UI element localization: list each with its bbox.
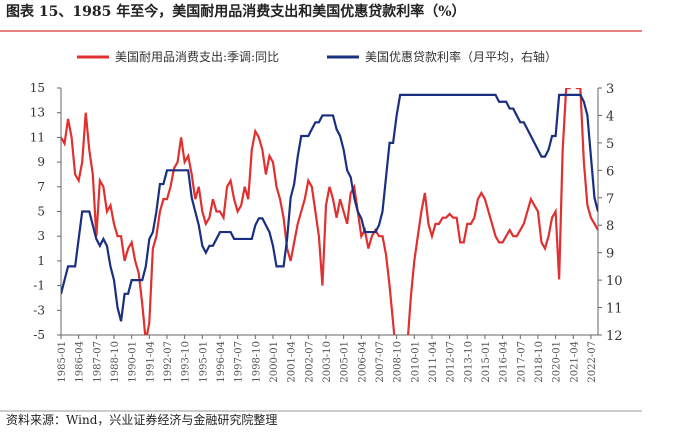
x-tick-label: 1990-01	[128, 341, 139, 383]
x-tick-label: 1998-10	[251, 341, 262, 383]
x-tick-label: 1997-07	[234, 341, 245, 383]
x-tick-label: 2003-10	[322, 341, 333, 383]
x-tick-label: 2000-01	[269, 341, 280, 383]
y-tick-label: -5	[33, 328, 45, 342]
series-line	[61, 93, 598, 322]
legend-label: 美国耐用品消费支出:季调:同比	[115, 50, 279, 64]
x-tick-label: 2011-04	[428, 341, 439, 383]
y-tick-label: 3	[37, 229, 45, 243]
x-tick-label: 2001-04	[287, 341, 298, 383]
y-tick-label: -1	[33, 279, 45, 293]
series-line	[61, 88, 598, 335]
x-tick-label: 2018-10	[534, 341, 545, 383]
y-tick-label: 5	[37, 205, 45, 219]
x-tick-label: 2007-07	[375, 341, 386, 383]
x-tick-label: 2022-07	[587, 341, 598, 383]
x-tick-label: 2020-01	[552, 341, 563, 383]
x-tick-label: 2005-01	[340, 341, 351, 383]
x-tick-label: 1995-01	[198, 341, 209, 383]
y2-tick-label: 10	[606, 274, 623, 289]
x-tick-label: 2002-07	[304, 341, 315, 383]
x-tick-label: 2012-07	[446, 341, 457, 383]
x-tick-label: 1988-10	[110, 341, 121, 383]
legend-label: 美国优惠贷款利率（月平均，右轴）	[365, 49, 557, 64]
y2-tick-label: 9	[606, 247, 614, 262]
y-tick-label: 15	[30, 81, 45, 95]
x-tick-label: 2006-04	[357, 341, 368, 383]
y2-tick-label: 4	[606, 109, 614, 124]
y-tick-label: -3	[33, 303, 45, 317]
x-tick-label: 1987-07	[92, 341, 103, 383]
x-tick-label: 2013-10	[463, 341, 474, 383]
x-tick-label: 2015-01	[481, 341, 492, 383]
x-tick-label: 2008-10	[393, 341, 404, 383]
x-tick-label: 1986-04	[75, 341, 86, 383]
y-tick-label: 1	[37, 254, 45, 268]
y-tick-label: 9	[37, 155, 45, 169]
y2-tick-label: 3	[606, 82, 614, 97]
x-tick-label: 1993-10	[181, 341, 192, 383]
y2-tick-label: 12	[606, 329, 623, 344]
y2-tick-label: 11	[606, 302, 623, 317]
y-tick-label: 11	[30, 130, 45, 144]
y-tick-label: 13	[30, 106, 45, 120]
source-note: 资料来源：Wind，兴业证券经济与金融研究院整理	[6, 412, 277, 427]
x-tick-label: 1991-04	[145, 341, 156, 383]
x-tick-label: 2010-01	[410, 341, 421, 383]
y2-tick-label: 7	[606, 192, 614, 207]
y2-tick-label: 8	[606, 219, 614, 234]
x-tick-label: 1985-01	[57, 341, 68, 383]
x-tick-label: 2021-04	[569, 341, 580, 383]
y2-tick-label: 6	[606, 164, 614, 179]
x-tick-label: 1992-07	[163, 341, 174, 383]
chart-title: 图表 15、1985 年至今，美国耐用品消费支出和美国优惠贷款利率（%）	[6, 3, 466, 20]
x-tick-label: 1996-04	[216, 341, 227, 383]
x-tick-label: 2017-07	[516, 341, 527, 383]
legend: 美国耐用品消费支出:季调:同比 美国优惠贷款利率（月平均，右轴）	[77, 49, 557, 64]
y2-tick-label: 5	[606, 137, 614, 152]
y-tick-label: 7	[37, 180, 45, 194]
x-tick-label: 2016-04	[499, 341, 510, 383]
